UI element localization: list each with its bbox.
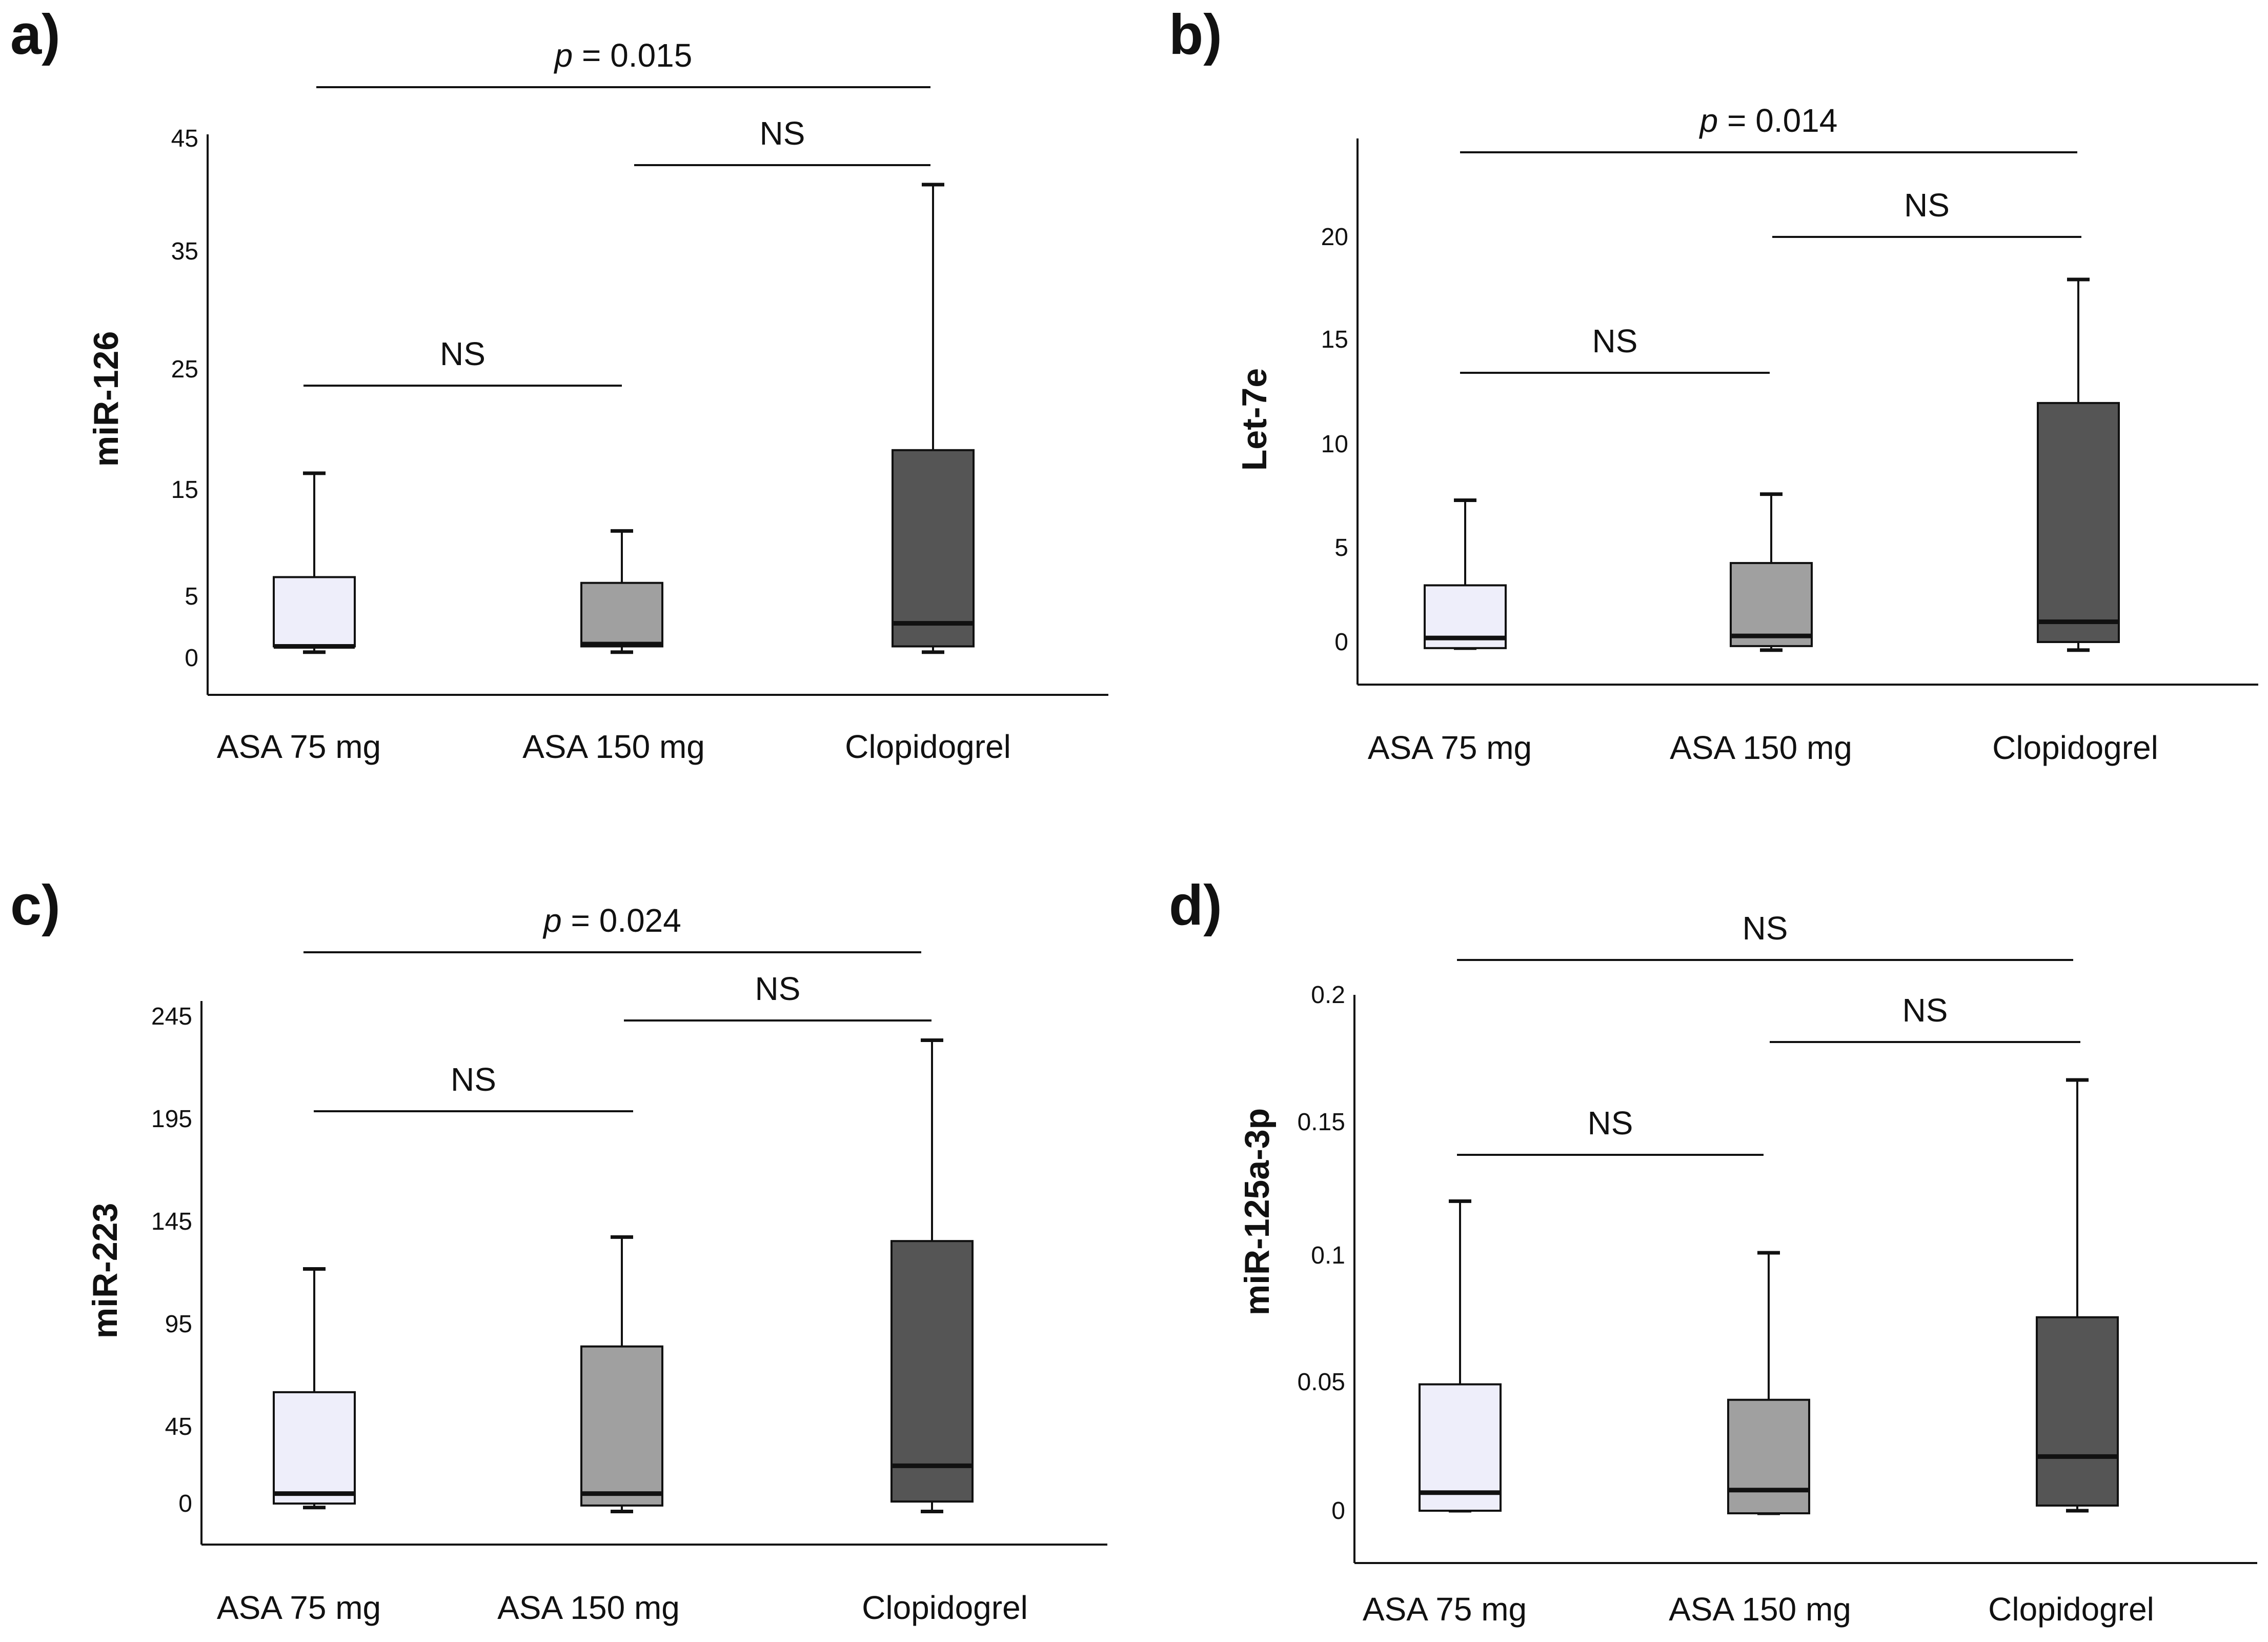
panel-b-y-tick-label: 15 <box>1321 326 1348 353</box>
panel-a-y-tick-label: 25 <box>171 356 198 383</box>
panel-a-y-tick-label: 35 <box>171 238 198 265</box>
panel-c-category-label: Clopidogrel <box>862 1589 1028 1626</box>
panel-c-box-3 <box>890 1240 974 1503</box>
panel-a-box-1 <box>273 576 356 648</box>
panel-b-box-2 <box>1730 562 1813 647</box>
panel-d-y-tick-label: 0.1 <box>1311 1242 1345 1269</box>
panel-b-significance-label: NS <box>1592 323 1638 359</box>
panel-c-y-axis-label: miR-223 <box>86 1203 125 1339</box>
panel-d-y-axis-label: miR-125a-3p <box>1238 1108 1277 1315</box>
panel-a-box-3 <box>892 449 975 648</box>
panel-d-category-label: Clopidogrel <box>1988 1591 2154 1628</box>
panel-c-box-2 <box>580 1345 663 1507</box>
panel-a-box-2 <box>580 582 663 648</box>
panel-a-category-label: ASA 150 mg <box>522 728 705 765</box>
panel-a-category-label: Clopidogrel <box>845 728 1011 765</box>
panel-c-y-tick-label: 245 <box>151 1003 192 1030</box>
panel-c-y-tick-label: 195 <box>151 1106 192 1133</box>
panel-c-significance-label: p = 0.024 <box>542 902 681 939</box>
panel-d-box-2 <box>1727 1398 1810 1515</box>
panel-b-category-label: ASA 150 mg <box>1670 729 1852 766</box>
panel-c-y-tick-label: 95 <box>165 1311 192 1338</box>
panel-d-significance-label: NS <box>1588 1105 1633 1142</box>
panel-d-category-label: ASA 150 mg <box>1669 1591 1851 1628</box>
panel-a-significance-label: p = 0.015 <box>554 37 693 74</box>
panel-a-y-tick-label: 45 <box>171 125 198 152</box>
panel-c-category-label: ASA 150 mg <box>497 1589 680 1626</box>
panel-a-significance-label: NS <box>760 115 805 152</box>
panel-b-label: b) <box>1169 3 1222 66</box>
panel-b-significance-label: p = 0.014 <box>1699 102 1838 139</box>
panel-a-label: a) <box>10 3 60 66</box>
panel-b-significance-label: NS <box>1904 187 1950 224</box>
panel-d-y-tick-label: 0.15 <box>1298 1109 1345 1136</box>
panel-d-significance-label: NS <box>1743 910 1788 947</box>
panel-c-significance-label: NS <box>755 970 801 1007</box>
panel-c-y-tick-label: 0 <box>178 1490 192 1517</box>
panel-b-category-label: ASA 75 mg <box>1368 729 1532 766</box>
panel-b-y-tick-label: 10 <box>1321 431 1348 458</box>
panel-d-y-tick-label: 0.05 <box>1298 1369 1345 1396</box>
panel-b-y-axis-label: Let-7e <box>1235 368 1274 471</box>
panel-d-category-label: ASA 75 mg <box>1363 1591 1527 1628</box>
panel-a-category-label: ASA 75 mg <box>217 728 381 765</box>
panel-b-category-label: Clopidogrel <box>1992 729 2158 766</box>
panel-c-y-tick-label: 145 <box>151 1208 192 1235</box>
panel-b-y-tick-label: 20 <box>1321 224 1348 251</box>
panel-b-y-tick-label: 5 <box>1334 534 1348 562</box>
panel-c-y-tick-label: 45 <box>165 1413 192 1440</box>
panel-d-y-tick-label: 0 <box>1331 1497 1345 1525</box>
panel-d-label: d) <box>1169 874 1222 937</box>
panel-d-box-1 <box>1419 1383 1502 1512</box>
panel-d-y-tick-label: 0.2 <box>1311 982 1345 1009</box>
panel-c-significance-label: NS <box>451 1061 496 1098</box>
panel-b-box-3 <box>2037 402 2120 644</box>
panel-c-label: c) <box>10 874 60 937</box>
panel-a-y-tick-label: 5 <box>185 583 198 610</box>
panel-c-category-label: ASA 75 mg <box>217 1589 381 1626</box>
panel-a-significance-label: NS <box>440 335 485 372</box>
panel-a-y-axis-label: miR-126 <box>87 331 126 467</box>
panel-a-y-tick-label: 15 <box>171 476 198 504</box>
panel-d-significance-label: NS <box>1902 992 1948 1029</box>
panel-c-box-1 <box>273 1391 356 1505</box>
panel-b-y-tick-label: 0 <box>1334 629 1348 656</box>
panel-d-box-3 <box>2036 1316 2119 1507</box>
panel-a-y-tick-label: 0 <box>185 645 198 672</box>
